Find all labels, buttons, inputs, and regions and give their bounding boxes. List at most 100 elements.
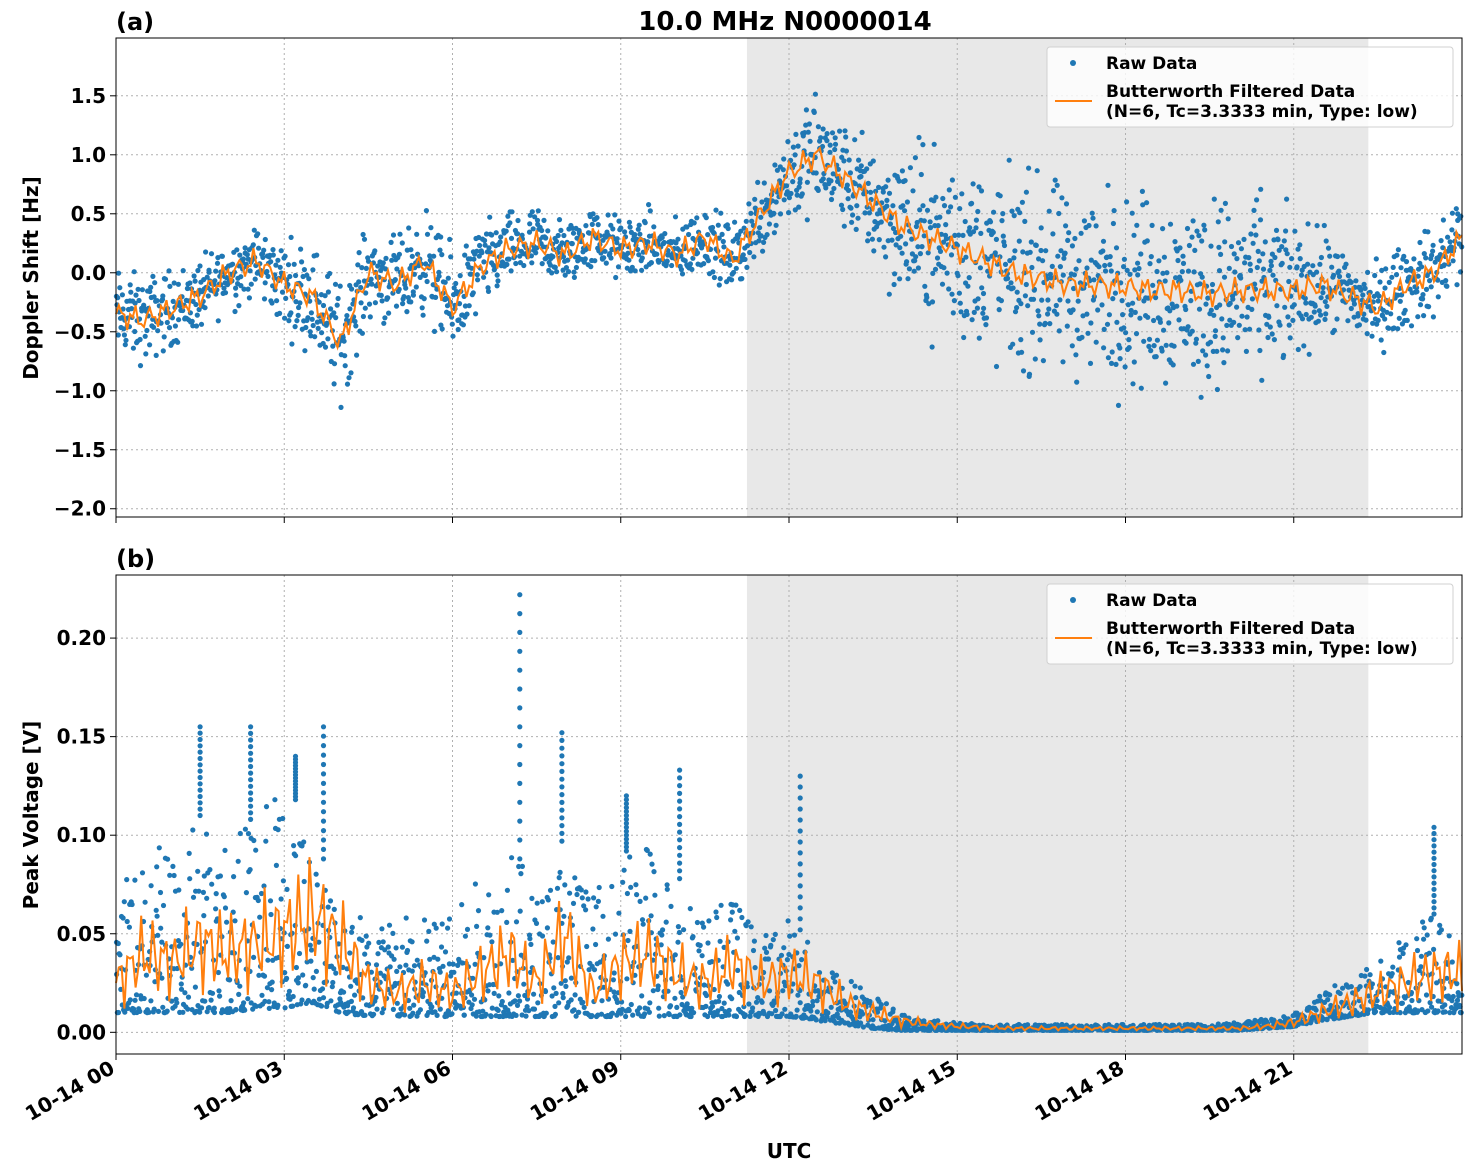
raw-point bbox=[1421, 313, 1427, 319]
raw-point bbox=[924, 207, 931, 213]
raw-point bbox=[934, 255, 941, 261]
raw-point bbox=[1011, 213, 1017, 219]
raw-point bbox=[1449, 210, 1455, 216]
raw-point bbox=[949, 177, 956, 183]
raw-point bbox=[442, 949, 449, 955]
raw-spike-point bbox=[197, 812, 203, 819]
raw-point bbox=[209, 881, 215, 887]
raw-spike-point bbox=[623, 805, 630, 811]
raw-point bbox=[231, 874, 237, 880]
raw-point bbox=[1038, 225, 1044, 231]
legend-raw-marker bbox=[1070, 60, 1076, 66]
raw-point bbox=[696, 948, 702, 954]
raw-point bbox=[795, 143, 801, 149]
raw-point bbox=[646, 202, 652, 208]
raw-point bbox=[855, 215, 861, 221]
raw-point bbox=[1334, 253, 1341, 260]
raw-point bbox=[824, 131, 830, 137]
raw-point bbox=[196, 888, 202, 894]
raw-point bbox=[237, 830, 243, 837]
raw-point bbox=[515, 993, 522, 999]
raw-point bbox=[516, 863, 522, 870]
raw-point bbox=[1005, 275, 1011, 281]
raw-point bbox=[499, 998, 505, 1005]
panel-a-ylabel: Doppler Shift [Hz] bbox=[19, 176, 43, 380]
raw-point bbox=[964, 311, 970, 317]
raw-spike-point bbox=[197, 800, 203, 806]
raw-point bbox=[797, 1000, 803, 1006]
raw-point bbox=[1226, 265, 1232, 271]
raw-point bbox=[437, 247, 443, 253]
raw-point bbox=[1382, 285, 1388, 291]
raw-point bbox=[522, 992, 528, 999]
raw-point bbox=[260, 254, 266, 260]
raw-point bbox=[119, 292, 125, 298]
raw-point bbox=[656, 1013, 662, 1019]
raw-point bbox=[1275, 237, 1281, 243]
raw-point bbox=[253, 1003, 259, 1009]
raw-point bbox=[716, 993, 723, 1000]
raw-point bbox=[1458, 213, 1464, 219]
raw-point bbox=[459, 902, 465, 908]
raw-point bbox=[1403, 259, 1410, 265]
raw-point bbox=[1430, 242, 1436, 248]
raw-point bbox=[1006, 157, 1012, 163]
raw-spike-point bbox=[559, 737, 565, 744]
raw-point bbox=[556, 875, 562, 881]
raw-point bbox=[357, 915, 363, 921]
raw-point bbox=[1085, 330, 1091, 336]
raw-spike-point bbox=[559, 761, 565, 767]
raw-point bbox=[935, 223, 941, 229]
panel-b-label: (b) bbox=[116, 545, 155, 573]
raw-point bbox=[1269, 331, 1275, 337]
raw-point bbox=[680, 994, 686, 1000]
raw-point bbox=[280, 815, 286, 822]
raw-point bbox=[681, 927, 687, 933]
raw-point bbox=[902, 208, 908, 214]
raw-point bbox=[765, 956, 772, 962]
raw-spike-point bbox=[559, 838, 565, 844]
raw-point bbox=[1062, 250, 1068, 256]
raw-point bbox=[703, 1003, 709, 1010]
raw-point bbox=[772, 162, 778, 168]
raw-spike-point bbox=[797, 784, 803, 790]
raw-point bbox=[610, 977, 617, 983]
raw-point bbox=[920, 142, 926, 148]
raw-point bbox=[647, 851, 653, 857]
raw-point bbox=[602, 248, 608, 254]
y-tick-label: −1.5 bbox=[54, 438, 106, 462]
raw-point bbox=[904, 259, 910, 265]
raw-point bbox=[570, 230, 577, 236]
raw-point bbox=[925, 250, 931, 256]
raw-point bbox=[1437, 922, 1443, 928]
raw-point bbox=[886, 291, 892, 297]
raw-point bbox=[512, 998, 518, 1004]
raw-point bbox=[1444, 975, 1450, 981]
raw-point bbox=[912, 155, 919, 161]
raw-point bbox=[529, 260, 535, 266]
raw-point bbox=[151, 324, 157, 330]
raw-point bbox=[814, 998, 820, 1004]
raw-point bbox=[1200, 333, 1206, 339]
raw-point bbox=[189, 318, 195, 324]
raw-point bbox=[600, 913, 606, 919]
raw-point bbox=[1427, 1000, 1433, 1006]
y-tick-label: 1.5 bbox=[71, 84, 106, 108]
raw-spike-point bbox=[797, 927, 803, 933]
raw-point bbox=[208, 251, 215, 257]
raw-point bbox=[1055, 253, 1061, 259]
raw-point bbox=[1064, 323, 1070, 329]
raw-point bbox=[1124, 267, 1130, 273]
raw-point bbox=[508, 268, 514, 274]
raw-point bbox=[1084, 265, 1090, 271]
raw-point bbox=[1194, 228, 1200, 234]
raw-point bbox=[571, 269, 577, 275]
raw-point bbox=[1052, 177, 1058, 183]
raw-point bbox=[359, 937, 365, 944]
raw-point bbox=[917, 251, 924, 257]
raw-point bbox=[852, 181, 858, 187]
raw-point bbox=[1254, 264, 1260, 271]
raw-point bbox=[1135, 272, 1141, 278]
raw-point bbox=[1175, 257, 1181, 264]
raw-point bbox=[572, 992, 578, 998]
